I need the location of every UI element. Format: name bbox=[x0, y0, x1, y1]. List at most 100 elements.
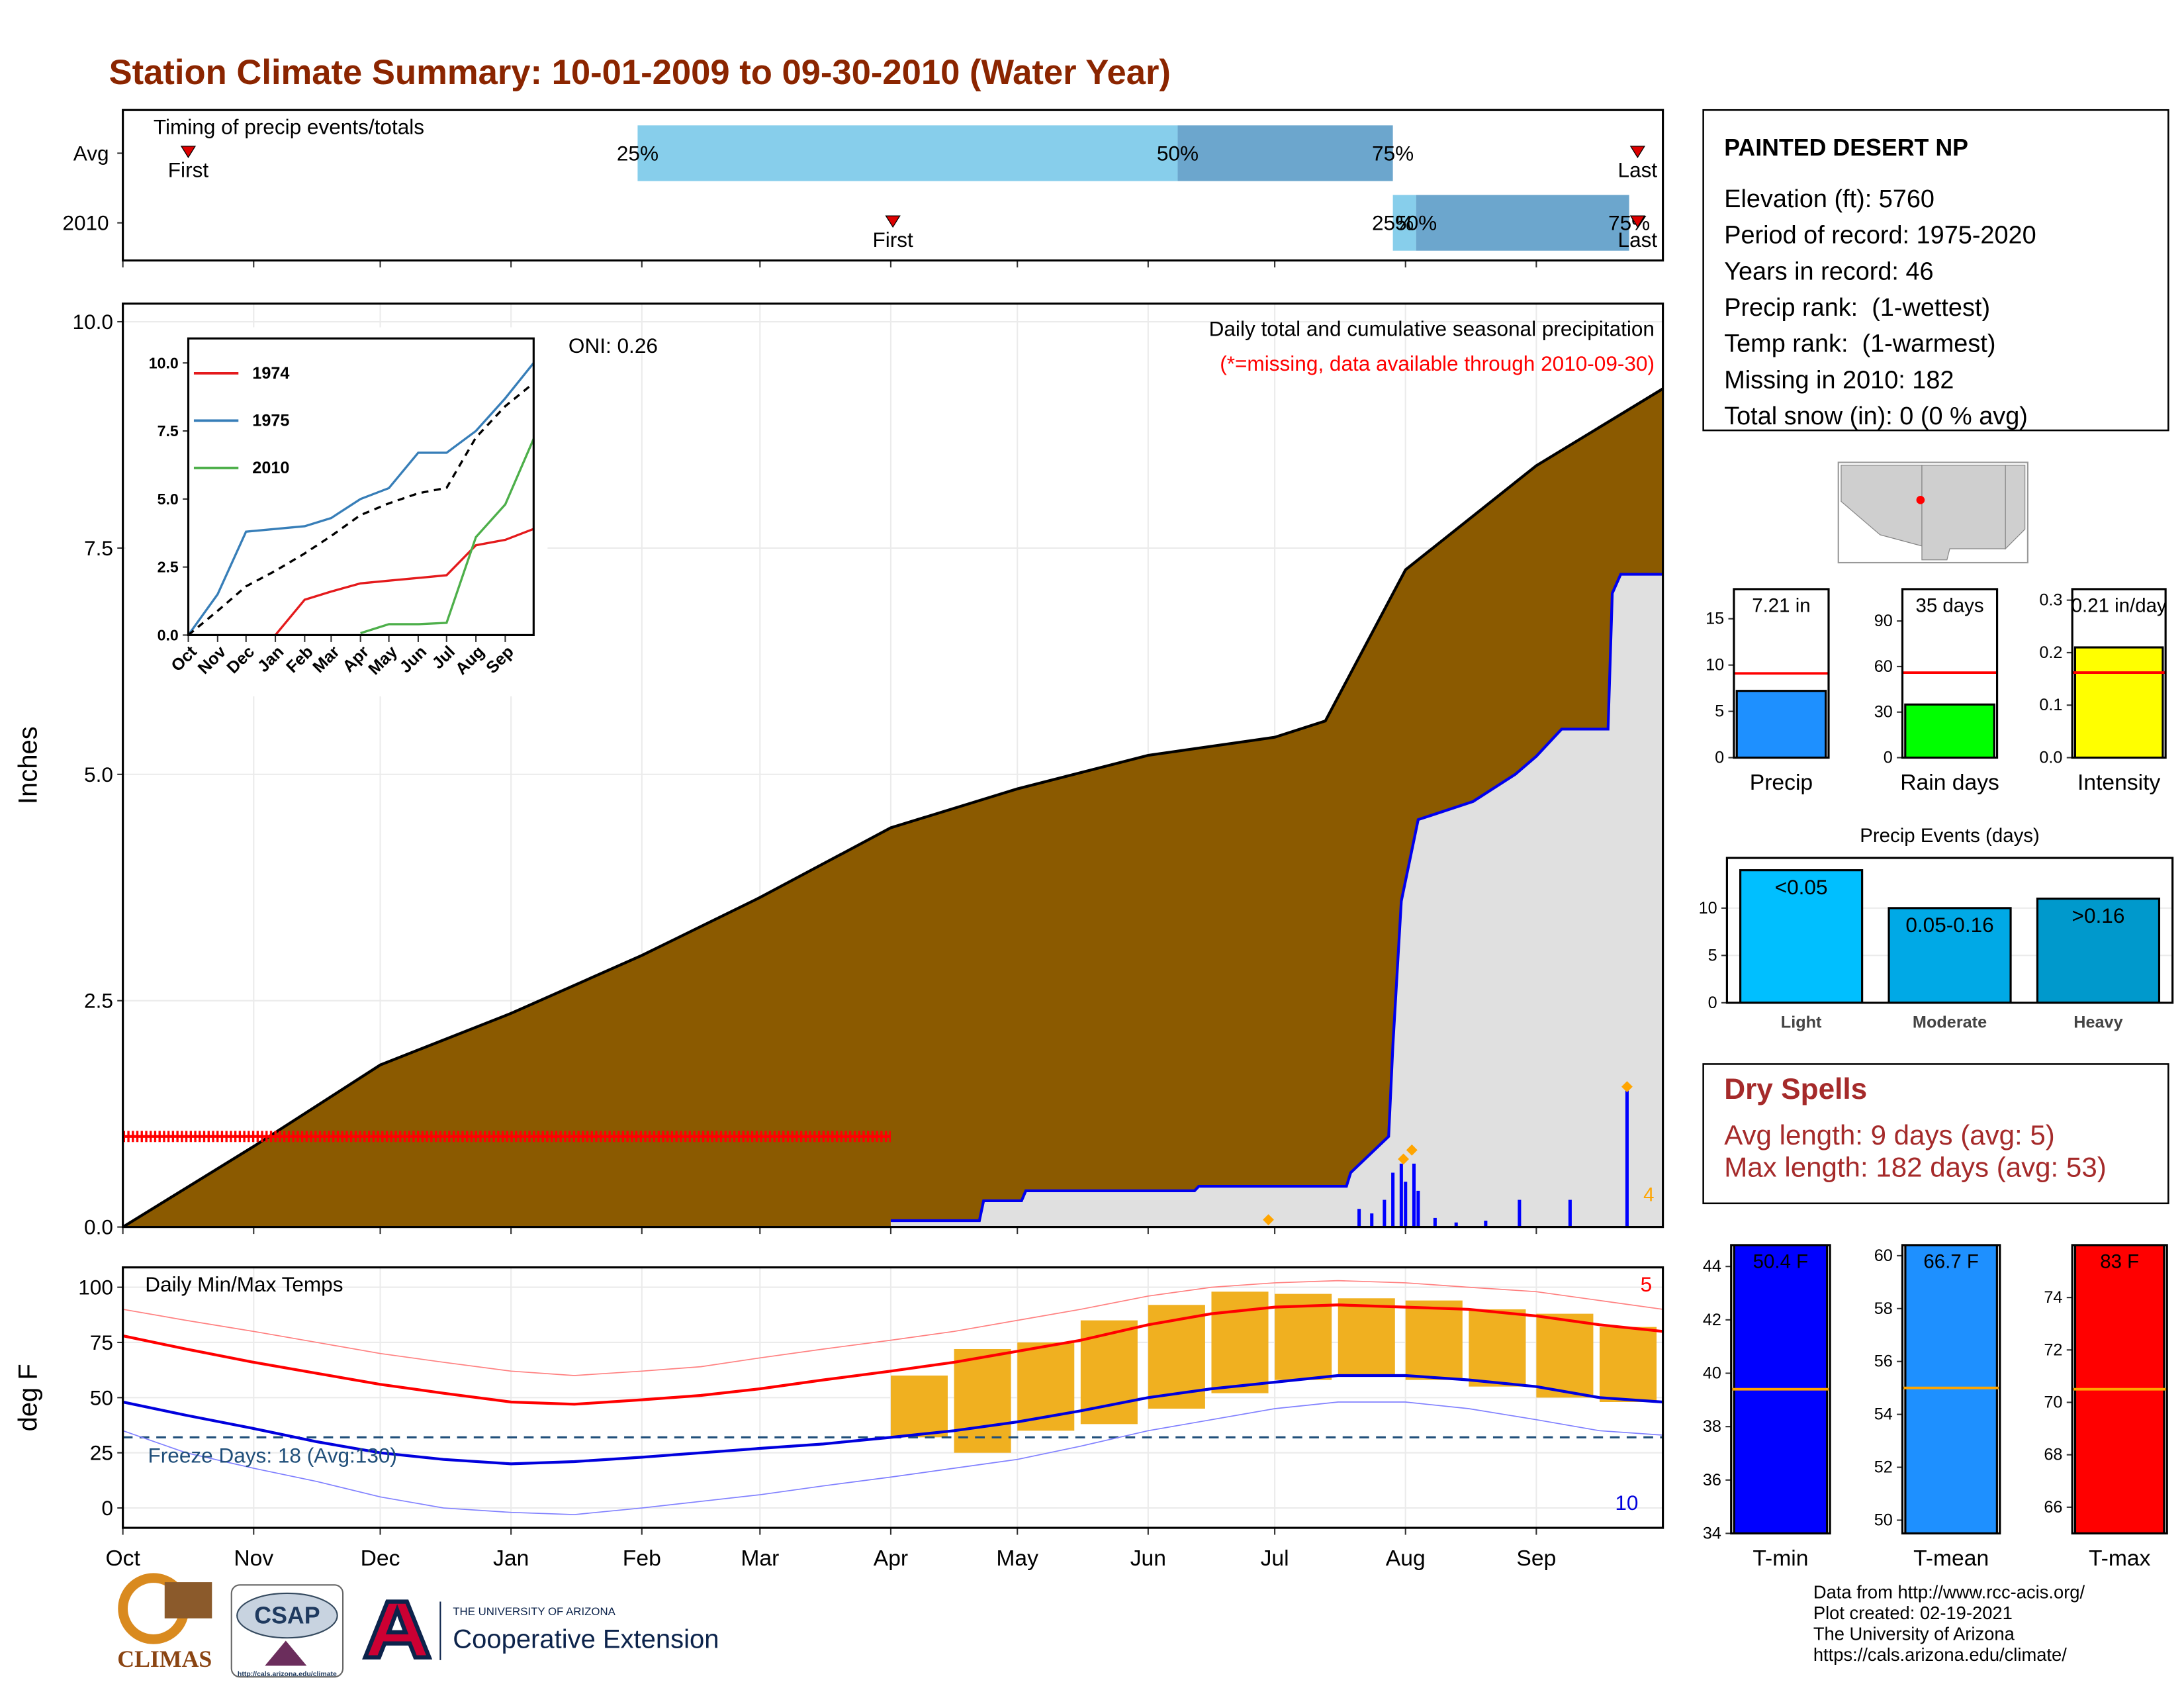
station-line: Precip rank: (1-wettest) bbox=[1724, 294, 1990, 322]
station-location bbox=[1916, 496, 1925, 504]
plot-frame bbox=[1901, 588, 1999, 759]
plot-area bbox=[2072, 646, 2166, 758]
quartile-label: 50% bbox=[1157, 141, 1199, 165]
extension-text: Cooperative Extension bbox=[453, 1624, 719, 1654]
daily-bar bbox=[1625, 1086, 1629, 1227]
plot-frame bbox=[1733, 588, 1830, 759]
y-tick-label: 75 bbox=[90, 1331, 113, 1354]
range-bar bbox=[1338, 1298, 1395, 1376]
line bbox=[122, 1401, 1663, 1515]
plot-frame bbox=[122, 109, 1664, 262]
y-tick-label: 0.3 bbox=[2039, 591, 2062, 610]
quartile-label: 50% bbox=[1395, 211, 1437, 235]
dry-spells-box bbox=[1702, 1063, 2169, 1205]
row-label: Avg bbox=[73, 141, 109, 165]
plot-frame bbox=[2071, 1244, 2168, 1535]
y-tick-label: 0 bbox=[101, 1496, 113, 1520]
y-tick-label: 54 bbox=[1874, 1405, 1893, 1424]
line bbox=[122, 1374, 1663, 1466]
quartile-label: 25% bbox=[617, 141, 659, 165]
y-tick-label: 66 bbox=[2044, 1498, 2062, 1517]
y-tick-label: 36 bbox=[1703, 1471, 1721, 1489]
count-label: 10 bbox=[1615, 1491, 1638, 1515]
y-tick-label: 0.2 bbox=[2039, 643, 2062, 662]
y-tick-label: 90 bbox=[1874, 612, 1893, 630]
value-label: 7.21 in bbox=[1752, 595, 1810, 617]
area bbox=[890, 574, 1663, 1227]
line bbox=[188, 362, 534, 635]
daily-bar bbox=[1484, 1221, 1488, 1227]
daily-bar bbox=[1357, 1209, 1361, 1227]
csap-url: http://cals.arizona.edu/climate bbox=[238, 1670, 337, 1678]
y-tick-label: 68 bbox=[2044, 1446, 2062, 1464]
plot-frame bbox=[2071, 588, 2167, 759]
y-tick-label: 72 bbox=[2044, 1340, 2062, 1359]
event-marker bbox=[885, 215, 901, 228]
y-tick-label: 7.5 bbox=[158, 422, 179, 440]
daily-bar bbox=[1416, 1190, 1420, 1227]
station-box bbox=[1702, 109, 2169, 432]
line bbox=[360, 438, 534, 635]
y-tick-label: 60 bbox=[1874, 1246, 1893, 1265]
ua-logo bbox=[362, 1599, 433, 1660]
csap-cloud bbox=[236, 1592, 338, 1639]
bar bbox=[2036, 897, 2161, 1003]
quartile-label: 75% bbox=[1608, 211, 1650, 235]
plot-area bbox=[1739, 869, 2161, 1003]
climas-logo bbox=[164, 1582, 212, 1618]
y-tick-label: 0.1 bbox=[2039, 696, 2062, 714]
x-tick-label: T-max bbox=[2089, 1546, 2151, 1571]
event-label: Last bbox=[1618, 228, 1658, 252]
plot-frame bbox=[1725, 857, 2174, 1004]
y-tick-label: 58 bbox=[1874, 1299, 1893, 1318]
legend-label: 2010 bbox=[252, 459, 289, 477]
dry-spell-line: Max length: 182 days (avg: 53) bbox=[1724, 1152, 2107, 1183]
daily-bar bbox=[1568, 1199, 1572, 1227]
y-tick-label: 40 bbox=[1703, 1364, 1721, 1383]
station-line: Missing in 2010: 182 bbox=[1724, 366, 1954, 394]
plot-area bbox=[188, 362, 534, 635]
station-line: Elevation (ft): 5760 bbox=[1724, 185, 1934, 213]
y-tick-label: 30 bbox=[1874, 703, 1893, 722]
value-label: 66.7 F bbox=[1923, 1251, 1978, 1273]
y-tick-label: 2.5 bbox=[158, 559, 179, 576]
row-label: 2010 bbox=[62, 211, 109, 235]
daily-bar bbox=[1454, 1222, 1458, 1227]
daily-bar bbox=[1412, 1163, 1416, 1227]
x-tick-label: May bbox=[996, 1546, 1038, 1571]
y-tick-label: 50 bbox=[1874, 1511, 1893, 1529]
y-tick-label: 60 bbox=[1874, 657, 1893, 676]
quartile-bar bbox=[1416, 195, 1629, 251]
range-bar bbox=[1469, 1309, 1526, 1387]
y-tick-label: 5.0 bbox=[84, 763, 113, 786]
extreme-count: 4 bbox=[1643, 1184, 1654, 1206]
y-tick-label: 2.5 bbox=[84, 989, 113, 1013]
line bbox=[274, 528, 534, 635]
event-marker bbox=[1629, 146, 1646, 158]
range-bar bbox=[1405, 1300, 1463, 1380]
quartile-bar bbox=[1177, 125, 1393, 181]
x-tick-label: Oct bbox=[105, 1546, 140, 1571]
plot-area bbox=[122, 387, 1663, 1227]
plot-area bbox=[1902, 671, 1997, 758]
plot-area bbox=[122, 1280, 1663, 1515]
x-tick-label: Heavy bbox=[2073, 1013, 2122, 1031]
y-tick-label: 15 bbox=[1706, 610, 1724, 628]
y-tick-label: 34 bbox=[1703, 1524, 1721, 1542]
x-tick-label: Sep bbox=[1516, 1546, 1556, 1571]
y-tick-label: 10 bbox=[1699, 899, 1717, 917]
bar bbox=[1739, 869, 1864, 1003]
line bbox=[122, 1303, 1663, 1406]
legend-label: 1974 bbox=[252, 364, 289, 383]
value-label: 0.21 in/day bbox=[2071, 595, 2167, 617]
y-tick-label: 42 bbox=[1703, 1311, 1721, 1329]
bar bbox=[2073, 646, 2164, 758]
daily-bar bbox=[1518, 1199, 1522, 1227]
plot-frame bbox=[122, 303, 1664, 1229]
plot-area bbox=[1902, 1244, 2000, 1534]
y-tick-label: 38 bbox=[1703, 1417, 1721, 1436]
chart-subtitle: (*=missing, data available through 2010-… bbox=[1220, 352, 1655, 375]
line bbox=[188, 382, 534, 635]
y-tick-label: 52 bbox=[1874, 1458, 1893, 1477]
y-tick-label: 10.0 bbox=[149, 354, 179, 371]
